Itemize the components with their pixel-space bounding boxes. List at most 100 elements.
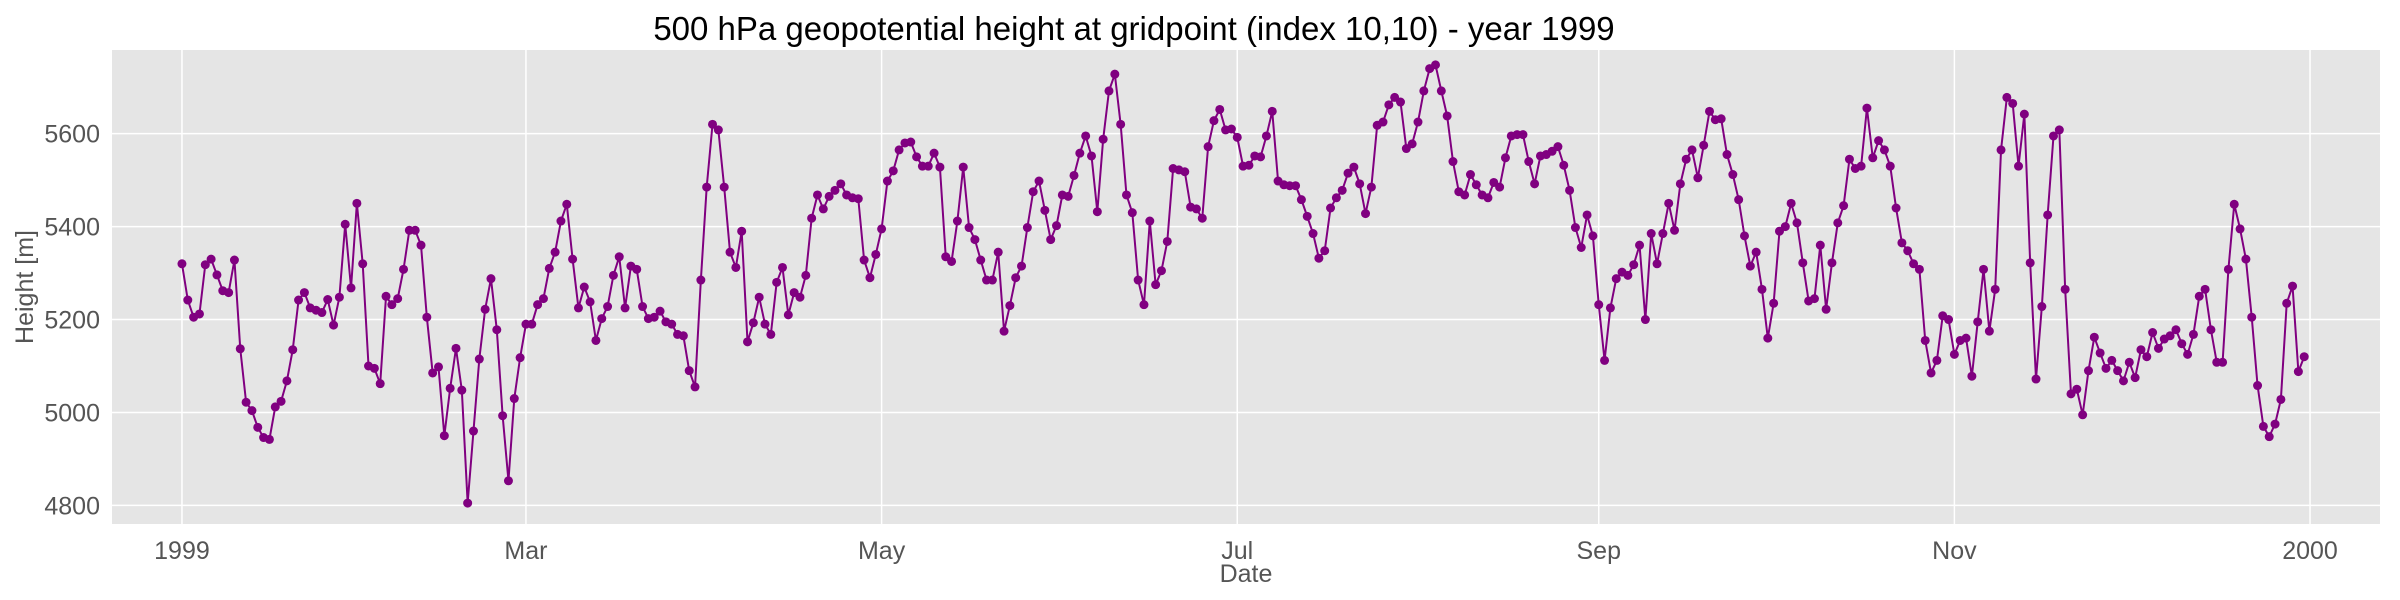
data-point [1098,134,1108,144]
x-tick-label: Nov [1932,537,1977,565]
tick-labels: 4800 5000 5200 5400 5600 1999 Mar May Jul Sep Nov 2… [44,121,2337,565]
data-point [282,376,292,386]
data-point [323,295,333,305]
data-point [2037,302,2047,312]
data-point [585,297,595,307]
data-point [1565,185,1575,195]
data-point [2002,92,2012,102]
data-point [2054,125,2064,135]
y-tick-label: 5000 [44,399,100,427]
data-point [177,259,187,269]
data-point [410,225,420,235]
data-point [1879,145,1889,155]
data-point [2031,374,2041,384]
x-tick-label: May [858,537,906,565]
data-point [2148,328,2158,338]
data-point [2130,373,2140,383]
data-point [1920,335,1930,345]
data-point [2019,109,2029,119]
data-point [2171,325,2181,335]
data-point [772,277,782,287]
data-point [1967,371,1977,381]
data-point [556,216,566,226]
data-point [1623,270,1633,280]
data-point [614,252,624,262]
data-point [1769,298,1779,308]
data-point [760,319,770,329]
data-point [1267,106,1277,116]
data-point [492,325,502,335]
data-point [929,148,939,158]
data-point [1605,303,1615,313]
data-point [1903,246,1913,256]
data-point [1407,139,1417,149]
data-point [439,431,449,441]
data-point [1156,266,1166,276]
data-point [299,288,309,298]
data-point [737,226,747,236]
data-point [1326,203,1336,213]
data-point [1343,168,1353,178]
data-point [871,249,881,259]
data-point [620,303,630,313]
data-point [1839,201,1849,211]
data-point [795,292,805,302]
data-point [1366,182,1376,192]
data-point [1646,229,1656,239]
data-point [1495,182,1505,192]
data-point [1675,179,1685,189]
data-point [1302,211,1312,221]
data-point [2253,381,2263,391]
data-point [1640,315,1650,325]
data-point [1162,236,1172,246]
data-point [253,422,263,432]
data-point [194,309,204,319]
data-point [1792,218,1802,228]
data-point [1716,114,1726,124]
data-point [2113,366,2123,376]
data-point [690,382,700,392]
data-point [1961,333,1971,343]
data-point [2282,298,2292,308]
data-point [2089,332,2099,342]
data-point [964,223,974,233]
data-point [509,394,519,404]
data-point [1576,243,1586,252]
data-point [2153,343,2163,353]
data-point [731,262,741,272]
data-point [1897,238,1907,248]
data-point [1524,157,1534,167]
data-point [334,292,344,302]
data-point [2083,366,2093,376]
data-point [428,368,438,378]
data-point [1203,142,1213,152]
data-point [200,260,210,270]
data-point [1261,131,1271,141]
data-point [1844,154,1854,164]
data-point [1104,86,1114,96]
data-point [270,402,280,412]
data-point [1990,284,2000,294]
data-point [597,314,607,324]
data-point [608,270,618,280]
data-point [445,383,455,393]
data-point [1926,368,1936,378]
data-point [1815,240,1825,250]
data-point [317,308,327,318]
data-point [1821,304,1831,314]
data-point [947,256,957,266]
data-point [1087,151,1096,161]
data-point [480,304,490,314]
data-point [474,354,484,364]
data-point [212,270,222,280]
data-point [1396,97,1405,107]
data-point [2288,281,2298,291]
x-tick-label: 2000 [2282,537,2338,565]
data-point [2078,410,2088,420]
data-point [1594,300,1604,310]
data-point [1722,150,1732,160]
data-point [1110,69,1120,79]
data-point [515,353,525,363]
data-point [906,137,916,147]
data-point [1215,104,1225,114]
